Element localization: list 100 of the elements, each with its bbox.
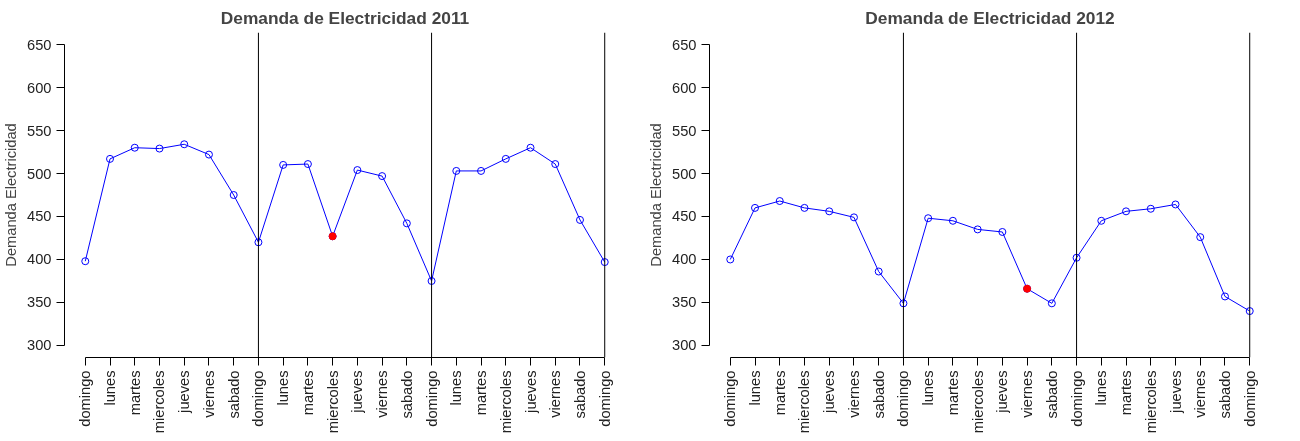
point [353, 166, 362, 175]
point [1047, 299, 1056, 308]
x-tick-label: domingo [1241, 370, 1258, 427]
point [751, 203, 760, 212]
y-tick-label: 500 [672, 165, 697, 182]
x-tick-label: domingo [596, 370, 613, 427]
x-tick-label: sabado [398, 370, 415, 419]
x-tick-label: sabado [1043, 370, 1060, 419]
point [204, 150, 213, 159]
chart-title: Demanda de Electricidad 2012 [865, 7, 1115, 28]
y-tick-label: 450 [672, 208, 697, 225]
point [229, 191, 238, 199]
x-tick-label: domingo [722, 370, 739, 427]
point [1122, 207, 1131, 216]
point [402, 219, 411, 228]
x-tick-label: miercoles [151, 370, 168, 434]
x-tick-label: martes [126, 370, 143, 416]
x-tick-label: domingo [1068, 370, 1085, 427]
x-tick-label: martes [299, 370, 316, 416]
y-tick-label: 350 [672, 294, 697, 311]
y-tick-label: 300 [672, 337, 697, 354]
point [899, 299, 908, 308]
point [501, 154, 510, 163]
y-tick-label: 350 [27, 294, 52, 311]
point [874, 267, 883, 276]
point [303, 160, 312, 169]
point [378, 172, 387, 181]
point [452, 166, 461, 175]
y-tick-label: 600 [672, 79, 697, 96]
y-tick-label: 650 [27, 36, 52, 53]
x-tick-label: jueves [1167, 370, 1184, 414]
point [477, 166, 486, 175]
point [1171, 200, 1180, 209]
x-tick-label: jueves [994, 370, 1011, 414]
point [825, 207, 834, 216]
x-tick-label: domingo [250, 370, 267, 427]
point [1220, 292, 1229, 301]
x-tick-label: martes [771, 370, 788, 416]
point [948, 216, 957, 225]
x-tick-label: miercoles [1142, 370, 1159, 434]
x-tick-label: sabado [225, 370, 242, 419]
y-axis-title: Demanda Electricidad [3, 123, 20, 267]
x-tick-label: miercoles [497, 370, 514, 434]
x-tick-label: miercoles [796, 370, 813, 434]
point [180, 140, 189, 149]
x-tick-label: domingo [895, 370, 912, 427]
point [726, 255, 735, 264]
point [998, 227, 1007, 236]
x-tick-label: domingo [77, 370, 94, 427]
point [279, 160, 288, 169]
y-tick-label: 300 [27, 337, 52, 354]
chart-title: Demanda de Electricidad 2011 [220, 7, 470, 28]
point [849, 213, 858, 222]
point [427, 276, 436, 285]
x-tick-label: lunes [920, 370, 937, 406]
y-tick-label: 400 [672, 251, 697, 268]
point [526, 143, 535, 152]
point [106, 154, 115, 163]
x-tick-label: viernes [200, 370, 217, 418]
x-tick-label: viernes [547, 370, 564, 418]
point [924, 214, 933, 223]
point [1072, 253, 1081, 262]
x-tick-label: viernes [845, 370, 862, 418]
y-tick-label: 400 [27, 251, 52, 268]
x-tick-label: lunes [102, 370, 119, 406]
y-tick-label: 650 [672, 36, 697, 53]
point [1146, 204, 1155, 213]
point [1196, 233, 1205, 242]
x-tick-label: viernes [1019, 370, 1036, 418]
x-tick-label: lunes [1093, 370, 1110, 406]
point [1245, 307, 1254, 316]
point [600, 258, 609, 267]
x-tick-label: viernes [374, 370, 391, 418]
y-tick-label: 600 [27, 79, 52, 96]
point [551, 160, 560, 169]
point [254, 238, 263, 247]
y-tick-label: 550 [672, 122, 697, 139]
x-tick-label: miercoles [969, 370, 986, 434]
x-tick-label: jueves [349, 370, 366, 414]
point [130, 143, 139, 152]
x-tick-label: lunes [448, 370, 465, 406]
x-tick-label: martes [473, 370, 490, 416]
x-tick-label: jueves [522, 370, 539, 414]
x-tick-label: martes [944, 370, 961, 416]
point [973, 225, 982, 234]
x-tick-label: domingo [423, 370, 440, 427]
x-tick-label: sabado [870, 370, 887, 419]
y-tick-label: 500 [27, 165, 52, 182]
x-tick-label: lunes [275, 370, 292, 406]
x-tick-label: viernes [1192, 370, 1209, 418]
x-tick-label: jueves [176, 370, 193, 414]
x-tick-label: miercoles [324, 370, 341, 434]
y-tick-label: 450 [27, 208, 52, 225]
y-axis-title: Demanda Electricidad [648, 123, 665, 267]
x-tick-label: jueves [821, 370, 838, 414]
point [575, 215, 584, 224]
y-tick-label: 550 [27, 122, 52, 139]
x-tick-label: sabado [571, 370, 588, 419]
x-tick-label: martes [1118, 370, 1135, 416]
x-tick-label: lunes [747, 370, 764, 406]
